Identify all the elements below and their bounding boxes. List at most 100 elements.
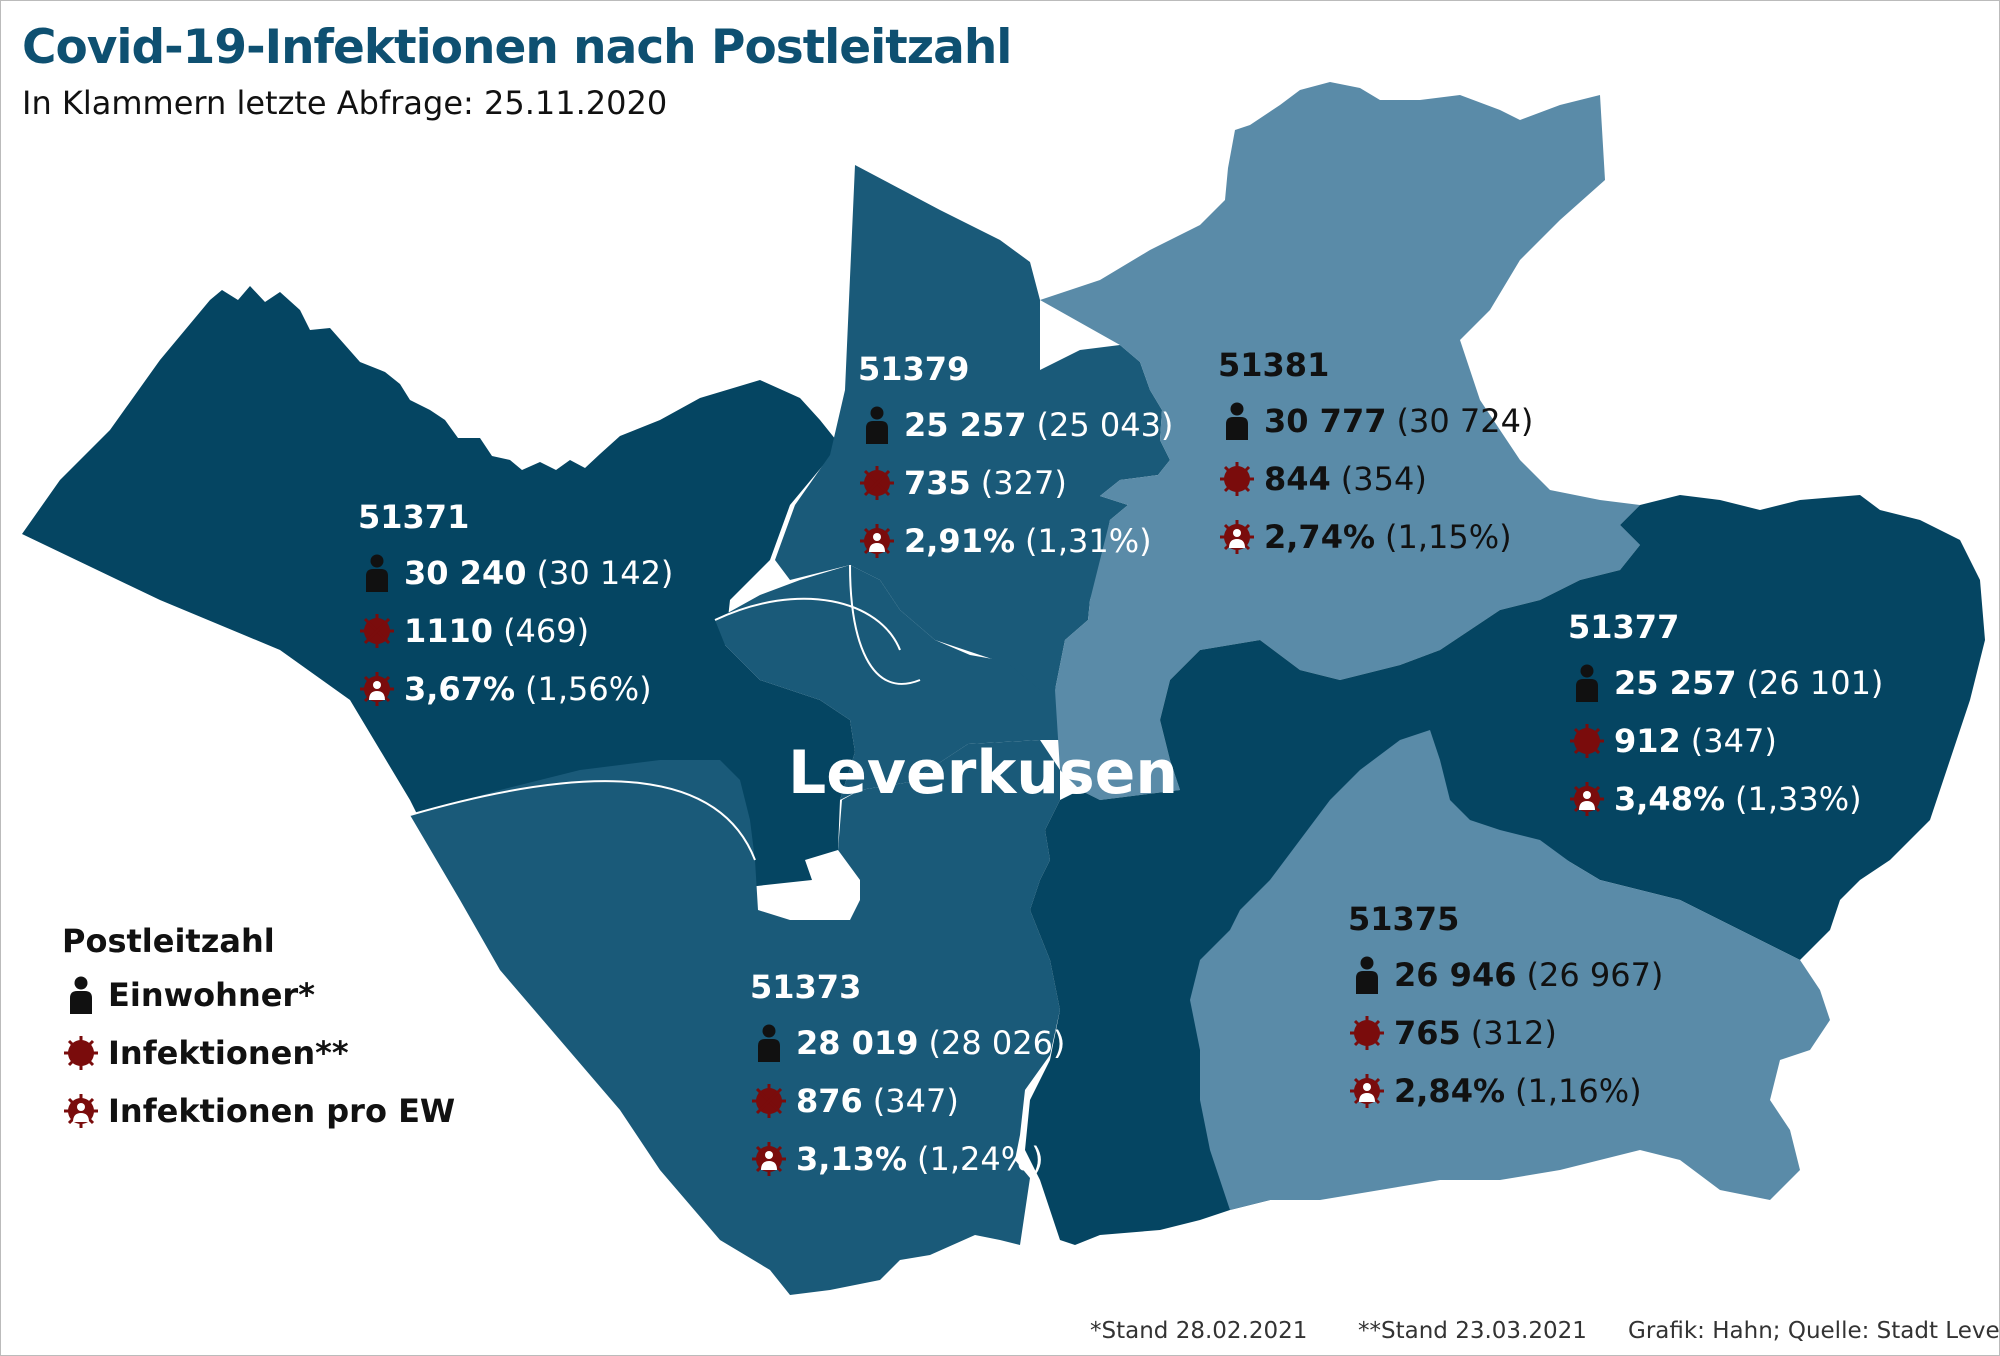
- rate-value: 3,48%: [1614, 780, 1726, 818]
- population-value: 25 257: [904, 406, 1027, 444]
- infections-row: 735 (327): [858, 454, 1173, 512]
- zone-label: 51377 25 257 (26 101) 912 (347) 3,48% (1,33%): [1568, 608, 1883, 828]
- legend-item-per-capita: Infektionen pro EW: [62, 1082, 455, 1140]
- population-value: 30 777: [1264, 402, 1387, 440]
- virus-icon: [858, 462, 896, 504]
- boundary-line: [714, 597, 901, 651]
- person-icon: [750, 1022, 788, 1064]
- infections-value: 765: [1394, 1014, 1461, 1052]
- population-row: 30 240 (30 142): [358, 544, 673, 602]
- population-previous: (25 043): [1036, 406, 1174, 444]
- virus-icon: [62, 1032, 100, 1074]
- infections-value: 735: [904, 464, 971, 502]
- infections-previous: (347): [1690, 722, 1777, 760]
- population-row: 25 257 (26 101): [1568, 654, 1883, 712]
- rate-row: 3,48% (1,33%): [1568, 770, 1883, 828]
- page-subtitle: In Klammern letzte Abfrage: 25.11.2020: [22, 84, 668, 122]
- rate-previous: (1,24%): [917, 1140, 1044, 1178]
- zone-label: 51375 26 946 (26 967) 765 (312) 2,84% (1,16%): [1348, 900, 1663, 1120]
- infections-value: 1110: [404, 612, 494, 650]
- legend-title: Postleitzahl: [62, 922, 275, 960]
- infections-row: 876 (347): [750, 1072, 1065, 1130]
- rate-previous: (1,56%): [525, 670, 652, 708]
- population-row: 25 257 (25 043): [858, 396, 1173, 454]
- person-icon: [1348, 954, 1386, 996]
- virus-person-icon: [750, 1138, 788, 1180]
- rate-value: 2,84%: [1394, 1072, 1506, 1110]
- infections-previous: (354): [1340, 460, 1427, 498]
- legend-item-infections: Infektionen**: [62, 1024, 455, 1082]
- rate-row: 2,91% (1,31%): [858, 512, 1173, 570]
- region-51373: [410, 740, 1060, 1295]
- rate-value: 2,91%: [904, 522, 1016, 560]
- virus-icon: [358, 610, 396, 652]
- zip-code: 51375: [1348, 900, 1460, 938]
- virus-person-icon: [1218, 516, 1256, 558]
- legend-label: Infektionen pro EW: [108, 1092, 456, 1130]
- population-value: 28 019: [796, 1024, 919, 1062]
- virus-icon: [1568, 720, 1606, 762]
- population-value: 26 946: [1394, 956, 1517, 994]
- rate-value: 3,13%: [796, 1140, 908, 1178]
- infections-previous: (312): [1470, 1014, 1557, 1052]
- population-previous: (30 724): [1396, 402, 1534, 440]
- rate-value: 2,74%: [1264, 518, 1376, 556]
- zone-label: 51379 25 257 (25 043) 735 (327) 2,91% (1,31%): [858, 350, 1173, 570]
- person-icon: [858, 404, 896, 446]
- population-previous: (30 142): [536, 554, 674, 592]
- legend: Postleitzahl Einwohner* Infektionen** In…: [62, 922, 455, 1140]
- region-51379: [775, 165, 1170, 690]
- virus-person-icon: [858, 520, 896, 562]
- virus-icon: [1218, 458, 1256, 500]
- footnote-population: *Stand 28.02.2021: [1090, 1318, 1308, 1344]
- virus-person-icon: [358, 668, 396, 710]
- rate-row: 3,13% (1,24%): [750, 1130, 1065, 1188]
- zone-label: 51373 28 019 (28 026) 876 (347) 3,13% (1,24%): [750, 968, 1065, 1188]
- virus-icon: [1348, 1012, 1386, 1054]
- infections-row: 912 (347): [1568, 712, 1883, 770]
- footnote-infections: **Stand 23.03.2021: [1358, 1318, 1587, 1344]
- population-row: 30 777 (30 724): [1218, 392, 1533, 450]
- infections-row: 844 (354): [1218, 450, 1533, 508]
- rate-row: 2,84% (1,16%): [1348, 1062, 1663, 1120]
- region-51381: [1040, 82, 1640, 800]
- population-value: 25 257: [1614, 664, 1737, 702]
- rate-previous: (1,15%): [1385, 518, 1512, 556]
- population-row: 26 946 (26 967): [1348, 946, 1663, 1004]
- infections-row: 765 (312): [1348, 1004, 1663, 1062]
- infections-row: 1110 (469): [358, 602, 673, 660]
- boundary-line: [849, 564, 921, 685]
- rate-previous: (1,31%): [1025, 522, 1152, 560]
- infections-previous: (347): [872, 1082, 959, 1120]
- population-value: 30 240: [404, 554, 527, 592]
- virus-person-icon: [1348, 1070, 1386, 1112]
- rate-previous: (1,16%): [1515, 1072, 1642, 1110]
- zip-code: 51371: [358, 498, 470, 536]
- rate-row: 3,67% (1,56%): [358, 660, 673, 718]
- virus-icon: [750, 1080, 788, 1122]
- rate-previous: (1,33%): [1735, 780, 1862, 818]
- zip-code: 51373: [750, 968, 862, 1006]
- person-icon: [1568, 662, 1606, 704]
- infections-value: 844: [1264, 460, 1331, 498]
- infections-value: 912: [1614, 722, 1681, 760]
- infections-previous: (327): [980, 464, 1067, 502]
- page-title: Covid-19-Infektionen nach Postleitzahl: [22, 20, 1012, 75]
- infections-previous: (469): [503, 612, 590, 650]
- population-previous: (26 967): [1526, 956, 1664, 994]
- zone-label: 51381 30 777 (30 724) 844 (354) 2,74% (1,15%): [1218, 346, 1533, 566]
- zip-code: 51381: [1218, 346, 1330, 384]
- person-icon: [358, 552, 396, 594]
- boundary-line: [409, 780, 756, 861]
- population-row: 28 019 (28 026): [750, 1014, 1065, 1072]
- zip-code: 51379: [858, 350, 970, 388]
- population-previous: (28 026): [928, 1024, 1066, 1062]
- virus-person-icon: [1568, 778, 1606, 820]
- rate-row: 2,74% (1,15%): [1218, 508, 1533, 566]
- zip-code: 51377: [1568, 608, 1680, 646]
- legend-label: Infektionen**: [108, 1034, 349, 1072]
- person-icon: [1218, 400, 1256, 442]
- rate-value: 3,67%: [404, 670, 516, 708]
- legend-label: Einwohner*: [108, 976, 315, 1014]
